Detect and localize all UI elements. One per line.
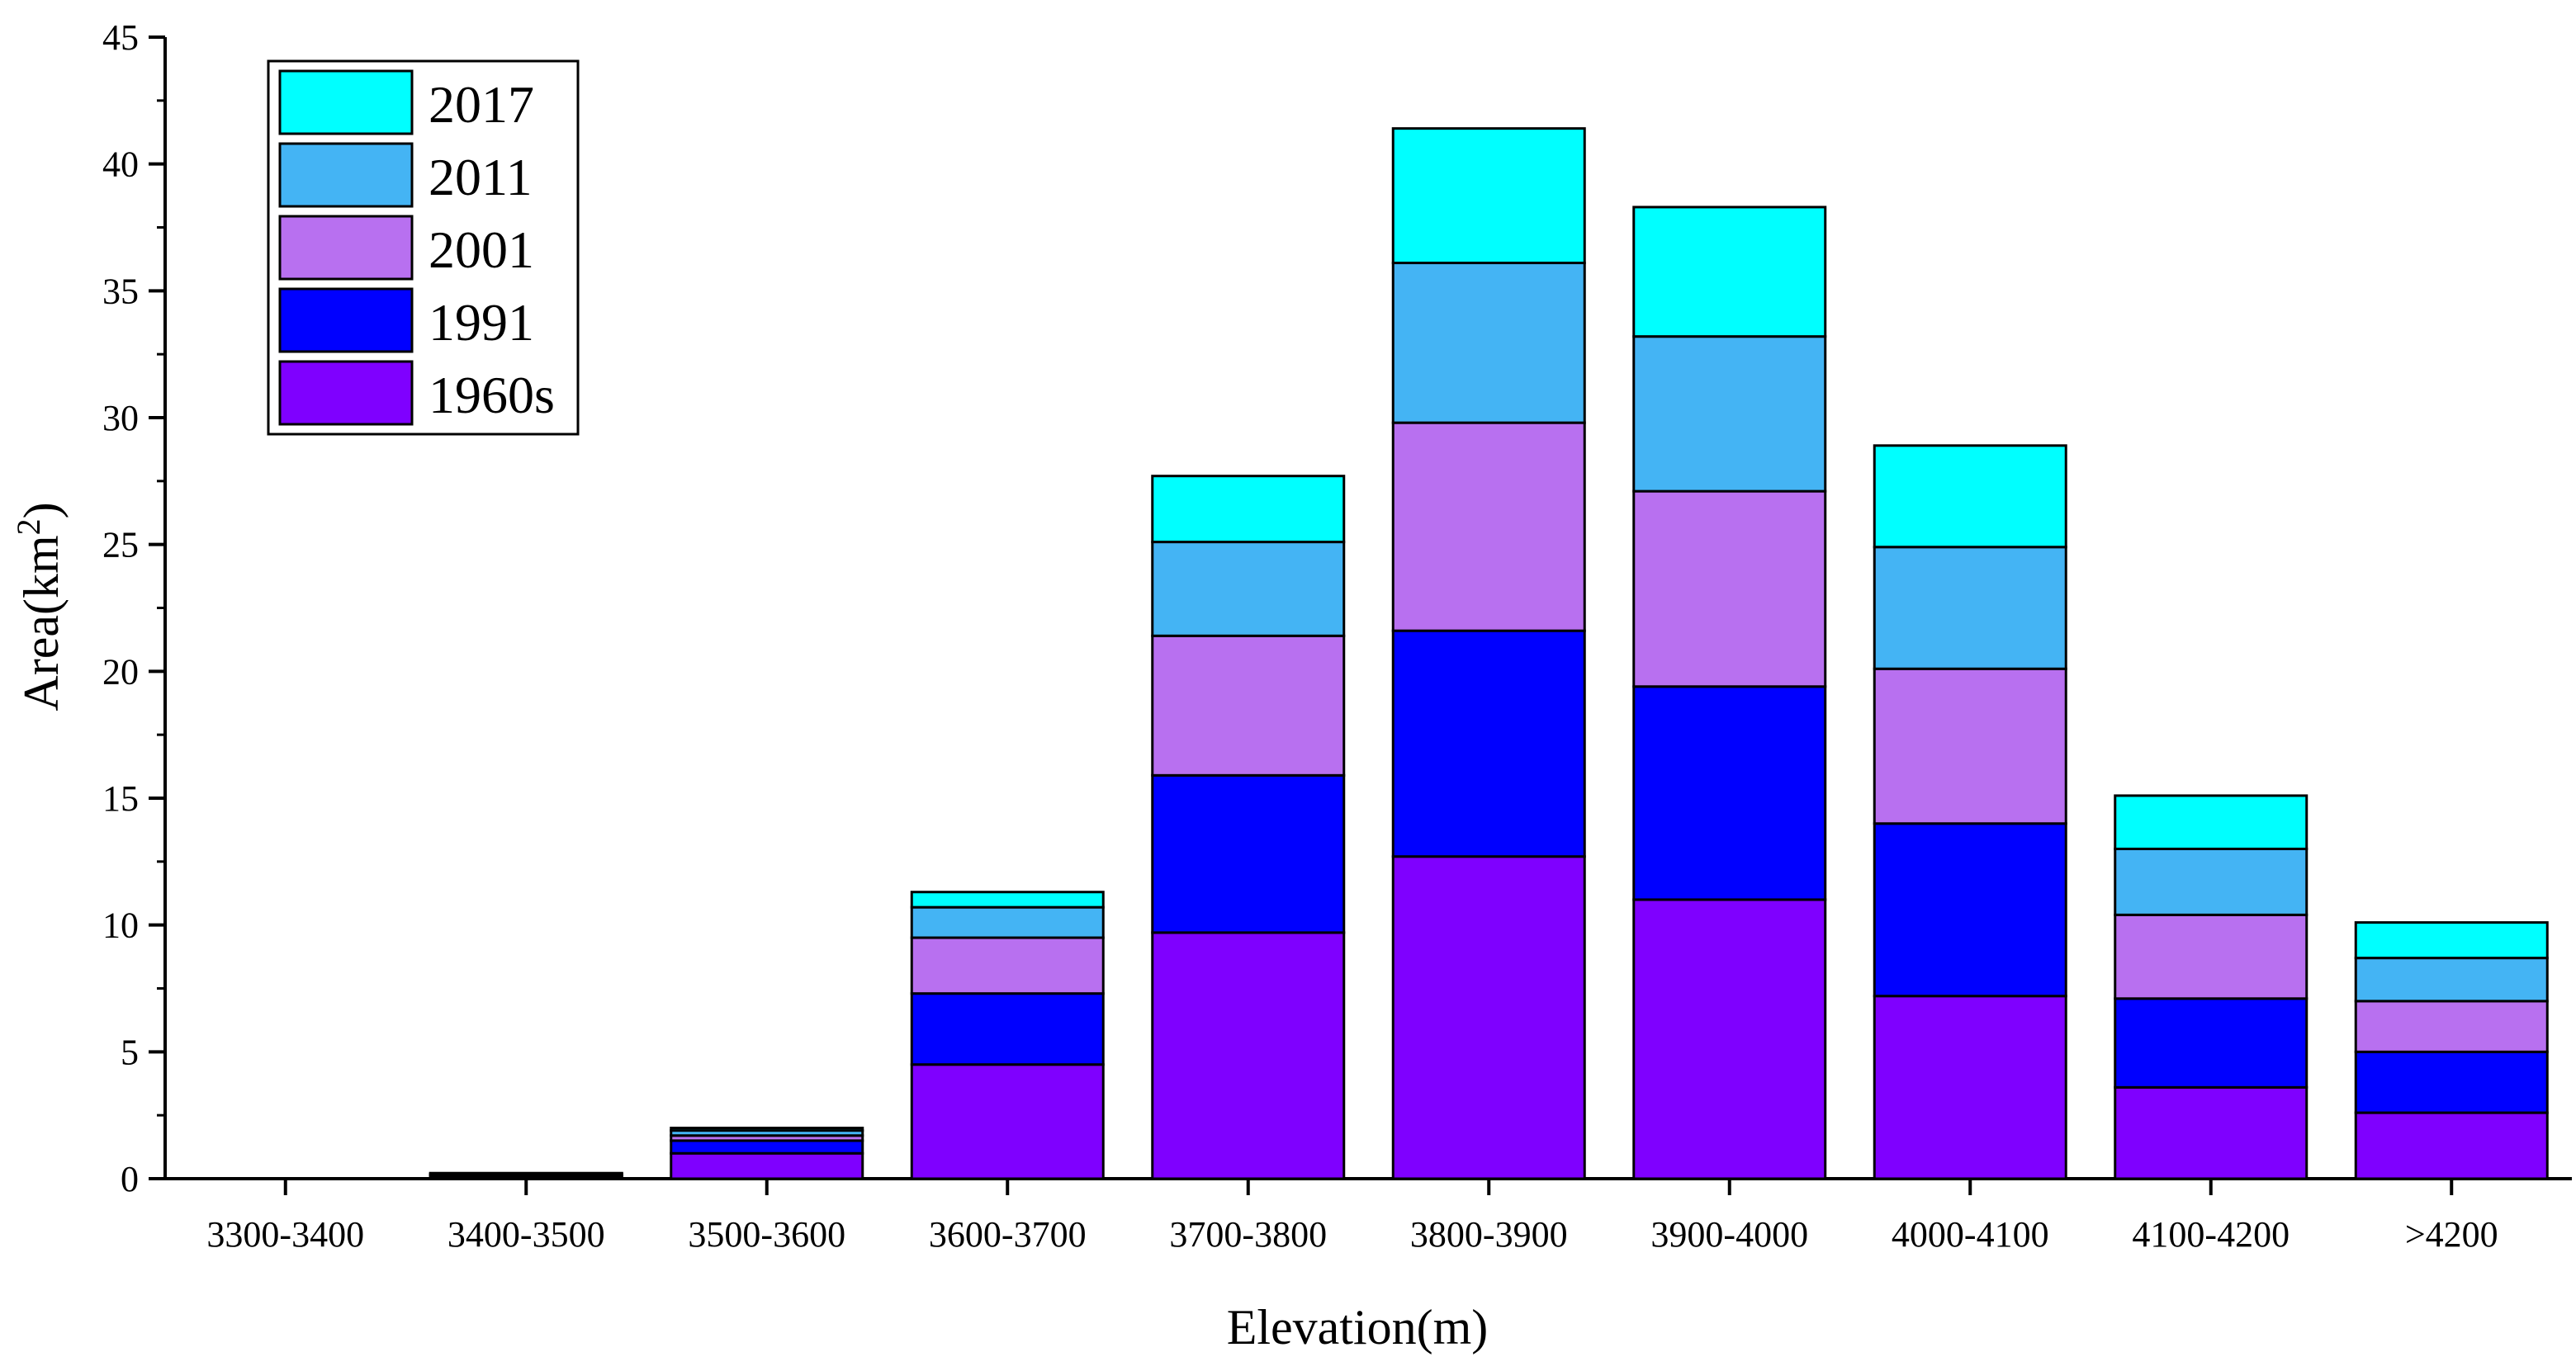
x-tick-label: 3300-3400	[206, 1214, 364, 1255]
x-tick-label: 4000-4100	[1892, 1214, 2049, 1255]
x-tick-label: 3500-3600	[688, 1214, 845, 1255]
y-axis-title-base: Area(km	[14, 535, 69, 711]
y-axis-title: Area(km2)	[10, 502, 69, 711]
bar-segment-2011	[910, 905, 1105, 939]
legend-swatch-1991	[278, 287, 414, 353]
legend-swatch-1960s	[278, 360, 414, 426]
bar-segment-2017	[1873, 444, 2067, 549]
legend: 2017 2011 2001 1991 1960s	[267, 59, 580, 436]
bar-segment-1960s	[2354, 1111, 2549, 1180]
bar-segment-2001	[2114, 913, 2308, 1000]
bar-segment-2011	[1873, 546, 2067, 670]
bar-segment-1991	[2354, 1050, 2549, 1114]
bar-segment-2017	[2354, 921, 2549, 960]
bar-segment-2001	[2354, 1000, 2549, 1053]
y-tick-label: 10	[102, 905, 139, 946]
bar-segment-2001	[1873, 667, 2067, 825]
bar-segment-1991	[1632, 685, 1827, 901]
x-tick-label: >4200	[2405, 1214, 2498, 1255]
bar-segment-2017	[2114, 794, 2308, 850]
x-axis-title: Elevation(m)	[1227, 1300, 1489, 1354]
bar-segment-1991	[910, 992, 1105, 1066]
bar-segment-2017	[910, 891, 1105, 909]
bar-segment-2001	[1632, 489, 1827, 688]
bar-segment-1960s	[1632, 898, 1827, 1180]
legend-swatch-2017	[278, 69, 414, 135]
y-axis-title-close: )	[14, 502, 69, 518]
y-tick-label: 20	[102, 651, 139, 692]
y-tick-label: 0	[121, 1159, 139, 1199]
bar-segment-2017	[1151, 475, 1346, 544]
y-tick-label: 45	[102, 17, 139, 58]
y-tick-label: 40	[102, 144, 139, 185]
axes-layer: 0 5 10 15 20 25 30 35 40 45 3300-3400 3400-3500 3500…	[102, 17, 2572, 1255]
legend-label: 1991	[429, 293, 534, 352]
bar-segment-2011	[2354, 957, 2549, 1003]
bar-segment-1960s	[1873, 995, 2067, 1180]
x-tick-label: 4100-4200	[2132, 1214, 2290, 1255]
legend-label: 2001	[429, 220, 534, 279]
legend-label: 1960s	[429, 366, 555, 424]
bar-segment-1991	[2114, 997, 2308, 1089]
y-axis-title-sup: 2	[10, 518, 47, 535]
bar-segment-2001	[1151, 634, 1346, 777]
bar-segment-2017	[429, 1171, 623, 1176]
bar-segment-1960s	[1391, 855, 1586, 1180]
bar-segment-1960s	[670, 1151, 864, 1180]
x-tick-label: 3900-4000	[1650, 1214, 1808, 1255]
bar-segment-1960s	[2114, 1085, 2308, 1180]
bar-segment-2001	[1391, 421, 1586, 632]
bar-segment-1991	[1151, 773, 1346, 934]
y-tick-label: 35	[102, 271, 139, 311]
bar-segment-2011	[1391, 262, 1586, 424]
axis-titles: Elevation(m) Area(km2)	[10, 502, 1489, 1354]
legend-label: 2017	[429, 75, 534, 134]
bar-segment-1991	[1873, 822, 2067, 998]
legend-swatch-2001	[278, 215, 414, 281]
y-tick-label: 30	[102, 398, 139, 438]
bar-segment-1991	[670, 1139, 864, 1155]
bar-segment-2017	[1632, 206, 1827, 338]
bar-segment-2011	[1151, 541, 1346, 637]
x-tick-label: 3800-3900	[1410, 1214, 1568, 1255]
bar-segment-1991	[1391, 629, 1586, 858]
y-tick-label: 15	[102, 778, 139, 819]
bar-segment-2011	[1632, 335, 1827, 493]
bar-segment-2011	[2114, 847, 2308, 916]
y-tick-label: 5	[121, 1032, 139, 1072]
x-tick-label: 3400-3500	[447, 1214, 605, 1255]
x-tick-label: 3700-3800	[1169, 1214, 1327, 1255]
bar-segment-2017	[670, 1127, 864, 1132]
bar-segment-1960s	[910, 1063, 1105, 1180]
bar-segment-1960s	[1151, 931, 1346, 1180]
bar-segment-2017	[1391, 127, 1586, 265]
y-tick-label: 25	[102, 525, 139, 565]
legend-label: 2011	[429, 148, 533, 206]
legend-swatch-2011	[278, 142, 414, 208]
bars-layer	[429, 127, 2549, 1180]
bar-segment-2001	[910, 936, 1105, 995]
x-tick-label: 3600-3700	[929, 1214, 1087, 1255]
